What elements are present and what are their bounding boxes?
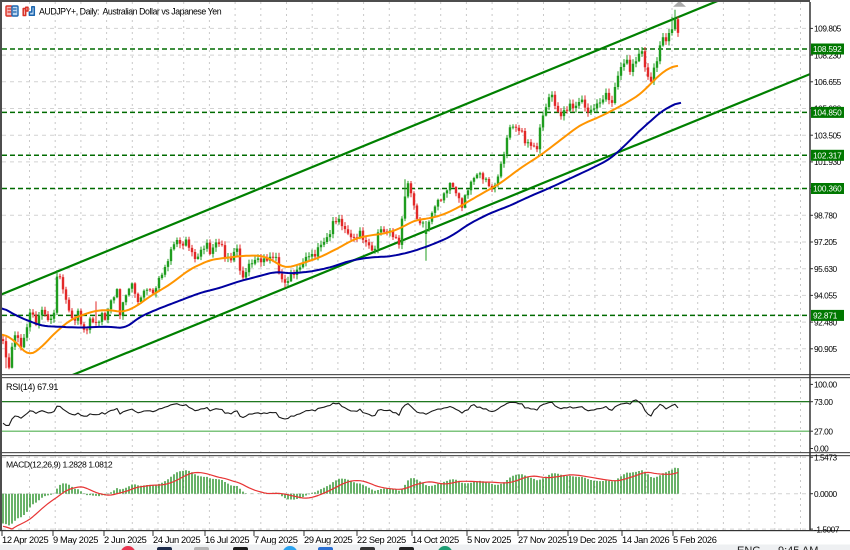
svg-text:106.655: 106.655 xyxy=(814,77,842,87)
svg-text:29 Aug 2025: 29 Aug 2025 xyxy=(304,535,353,545)
svg-text:0.00: 0.00 xyxy=(814,444,829,454)
svg-text:MACD(12,26,9) 1.2828 1.0812: MACD(12,26,9) 1.2828 1.0812 xyxy=(6,460,113,470)
svg-text:9:45 AM: 9:45 AM xyxy=(778,545,818,550)
svg-text:90.905: 90.905 xyxy=(814,344,838,354)
svg-text:97.205: 97.205 xyxy=(814,237,838,247)
svg-text:12 Apr 2025: 12 Apr 2025 xyxy=(2,535,48,545)
svg-text:95.630: 95.630 xyxy=(814,264,838,274)
svg-text:109.805: 109.805 xyxy=(814,24,842,34)
svg-text:27.00: 27.00 xyxy=(814,426,833,436)
svg-text:92.480: 92.480 xyxy=(814,317,838,327)
svg-text:101.930: 101.930 xyxy=(814,157,842,167)
svg-text:102.317: 102.317 xyxy=(813,151,842,161)
svg-text:0.0000: 0.0000 xyxy=(814,489,838,499)
svg-text:100.360: 100.360 xyxy=(813,184,842,194)
svg-text:108.230: 108.230 xyxy=(814,50,842,60)
svg-text:14 Oct 2025: 14 Oct 2025 xyxy=(412,535,459,545)
svg-text:ENG: ENG xyxy=(737,545,761,550)
svg-text:27 Nov 2025: 27 Nov 2025 xyxy=(518,535,567,545)
svg-text:73.00: 73.00 xyxy=(814,397,833,407)
svg-text:19 Dec 2025: 19 Dec 2025 xyxy=(568,535,617,545)
svg-text:24 Jun 2025: 24 Jun 2025 xyxy=(153,535,201,545)
svg-text:14 Jan 2026: 14 Jan 2026 xyxy=(622,535,670,545)
svg-text:AUDJPY+, Daily: Australian Do: AUDJPY+, Daily: Australian Dollar vs Jap… xyxy=(39,7,222,17)
svg-text:5 Nov 2025: 5 Nov 2025 xyxy=(467,535,511,545)
svg-text:1.5473: 1.5473 xyxy=(814,452,838,462)
svg-text:104.850: 104.850 xyxy=(813,108,842,118)
svg-text:9 May 2025: 9 May 2025 xyxy=(53,535,98,545)
svg-text:100.00: 100.00 xyxy=(814,380,838,390)
svg-text:94.055: 94.055 xyxy=(814,291,838,301)
svg-text:103.505: 103.505 xyxy=(814,130,842,140)
svg-text:108.592: 108.592 xyxy=(813,44,842,54)
svg-text:98.780: 98.780 xyxy=(814,211,838,221)
svg-text:-1.5007: -1.5007 xyxy=(814,524,840,534)
svg-text:RSI(14) 67.91: RSI(14) 67.91 xyxy=(6,382,58,392)
svg-text:5 Feb 2026: 5 Feb 2026 xyxy=(673,535,717,545)
svg-text:92.871: 92.871 xyxy=(813,311,838,321)
svg-text:7 Aug 2025: 7 Aug 2025 xyxy=(254,535,298,545)
svg-text:22 Sep 2025: 22 Sep 2025 xyxy=(357,535,406,545)
svg-text:16 Jul 2025: 16 Jul 2025 xyxy=(205,535,249,545)
svg-text:2 Jun 2025: 2 Jun 2025 xyxy=(104,535,147,545)
